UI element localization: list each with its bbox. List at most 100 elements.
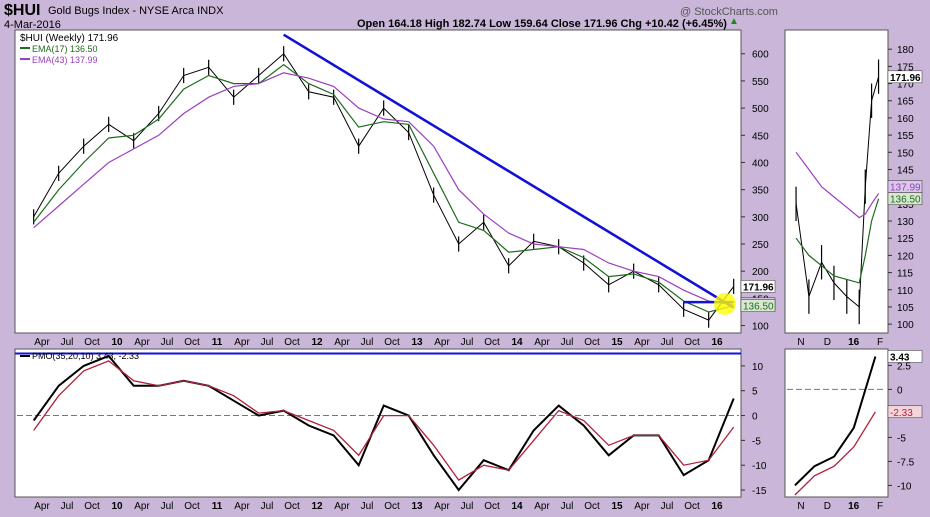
x-tick-label: Jul [661,501,674,512]
y-tick-label: -10 [752,461,767,472]
legend-ema17: EMA(17) 136.50 [32,44,98,54]
x-tick-label: Oct [184,337,200,348]
x-tick-label: 11 [212,501,223,512]
y-tick-label: 200 [752,267,769,278]
x-tick-label: Jul [61,337,74,348]
trendline [283,33,735,309]
x-tick-label: Oct [684,337,700,348]
y-tick-label: 500 [752,104,769,115]
x-tick-label: Apr [434,337,450,348]
x-tick-label: Apr [334,501,350,512]
y-tick-label: -10 [897,481,912,492]
ema17-value-label-box [887,192,923,205]
y-tick-label: 150 [897,148,914,159]
x-tick-label: 13 [411,501,423,512]
x-tick-label: D [824,337,831,348]
x-tick-label: 16 [711,501,723,512]
y-tick-label: 125 [897,234,914,245]
x-tick-label: Jul [361,337,374,348]
y-tick-label: 0 [897,385,903,396]
x-tick-label: Oct [384,337,400,348]
x-tick-label: Oct [484,337,500,348]
x-tick-label: 14 [511,337,523,348]
y-tick-label: 180 [897,45,914,56]
x-tick-label: Apr [334,337,350,348]
price-panel [14,29,742,334]
x-tick-label: Oct [584,501,600,512]
x-tick-label: 13 [411,337,423,348]
ema17-value-label: 136.50 [743,302,774,313]
x-tick-label: 10 [111,337,123,348]
x-tick-label: Apr [134,501,150,512]
signal-value-label-box [887,405,923,419]
daily-price-panel [784,29,889,334]
series-EMA(43) [33,72,734,306]
x-tick-label: Oct [84,337,100,348]
daily-pmo-panel [784,348,889,498]
x-tick-label: Jul [261,337,274,348]
y-tick-label: 170 [897,80,914,91]
series-Signal [33,360,735,481]
series-EMA(17) [795,198,880,284]
x-tick-label: Jul [461,501,474,512]
x-tick-label: Apr [634,337,650,348]
y-tick-label: 110 [897,286,913,297]
y-tick-label: -5 [752,436,761,447]
x-tick-label: Oct [584,337,600,348]
breakout-highlight [714,292,736,315]
signal-value-label: -2.33 [890,408,913,419]
y-tick-label: 165 [897,97,914,108]
x-tick-label: Apr [534,337,550,348]
y-tick-label: 145 [897,165,914,176]
x-tick-label: Oct [384,501,400,512]
series-Signal [794,411,876,496]
x-tick-label: 16 [711,337,723,348]
x-tick-label: D [824,501,831,512]
x-tick-label: Jul [561,501,574,512]
x-tick-label: Apr [634,501,650,512]
y-tick-label: 450 [752,131,769,142]
last-price-label-box [740,280,776,293]
x-tick-label: Oct [284,501,300,512]
x-tick-label: 10 [111,501,123,512]
x-tick-label: Apr [34,337,50,348]
y-tick-label: 135 [897,200,914,211]
quote-line: Open 164.18 High 182.74 Low 159.64 Close… [357,18,727,30]
last-price-label: 171.96 [743,282,774,293]
ema43-value-label: 137.99 [890,183,921,194]
x-tick-label: Oct [284,337,300,348]
x-tick-label: Jul [261,501,274,512]
y-tick-label: 600 [752,50,769,61]
y-tick-label: 550 [752,77,769,88]
y-tick-label: 300 [752,213,769,224]
y-tick-label: 5 [752,387,758,398]
x-tick-label: Apr [434,501,450,512]
y-tick-label: 115 [897,269,913,280]
last-price-label: 171.96 [890,73,921,84]
series-EMA(43) [795,151,880,219]
y-tick-label: 100 [897,320,914,331]
series-PMO [32,354,735,492]
legend-pmo: PMO(35,20,10) 3.43, -2.33 [32,351,139,361]
x-tick-label: Apr [534,501,550,512]
x-tick-label: Jul [161,501,174,512]
pmo-legend: PMO(35,20,10) 3.43, -2.33 [20,351,139,361]
legend-price: $HUI (Weekly) 171.96 [20,33,119,44]
y-tick-label: 160 [897,114,914,125]
y-tick-label: -15 [752,486,767,497]
y-tick-label: 400 [752,158,769,169]
series-PMO [794,356,877,487]
ema17-value-label: 136.50 [890,195,921,206]
y-tick-label: 100 [752,322,769,333]
price-legend: $HUI (Weekly) 171.96 EMA(17) 136.50 EMA(… [20,33,119,65]
y-tick-label: -5 [897,433,906,444]
x-tick-label: 11 [212,337,223,348]
y-tick-label: 130 [897,217,914,228]
x-tick-label: Jul [561,337,574,348]
x-tick-label: Oct [184,501,200,512]
x-tick-label: 14 [511,501,523,512]
watermark: @ StockCharts.com [680,6,778,18]
pmo-panel [14,348,742,498]
series-EMA(17) [33,63,734,313]
y-tick-label: 175 [897,62,914,73]
